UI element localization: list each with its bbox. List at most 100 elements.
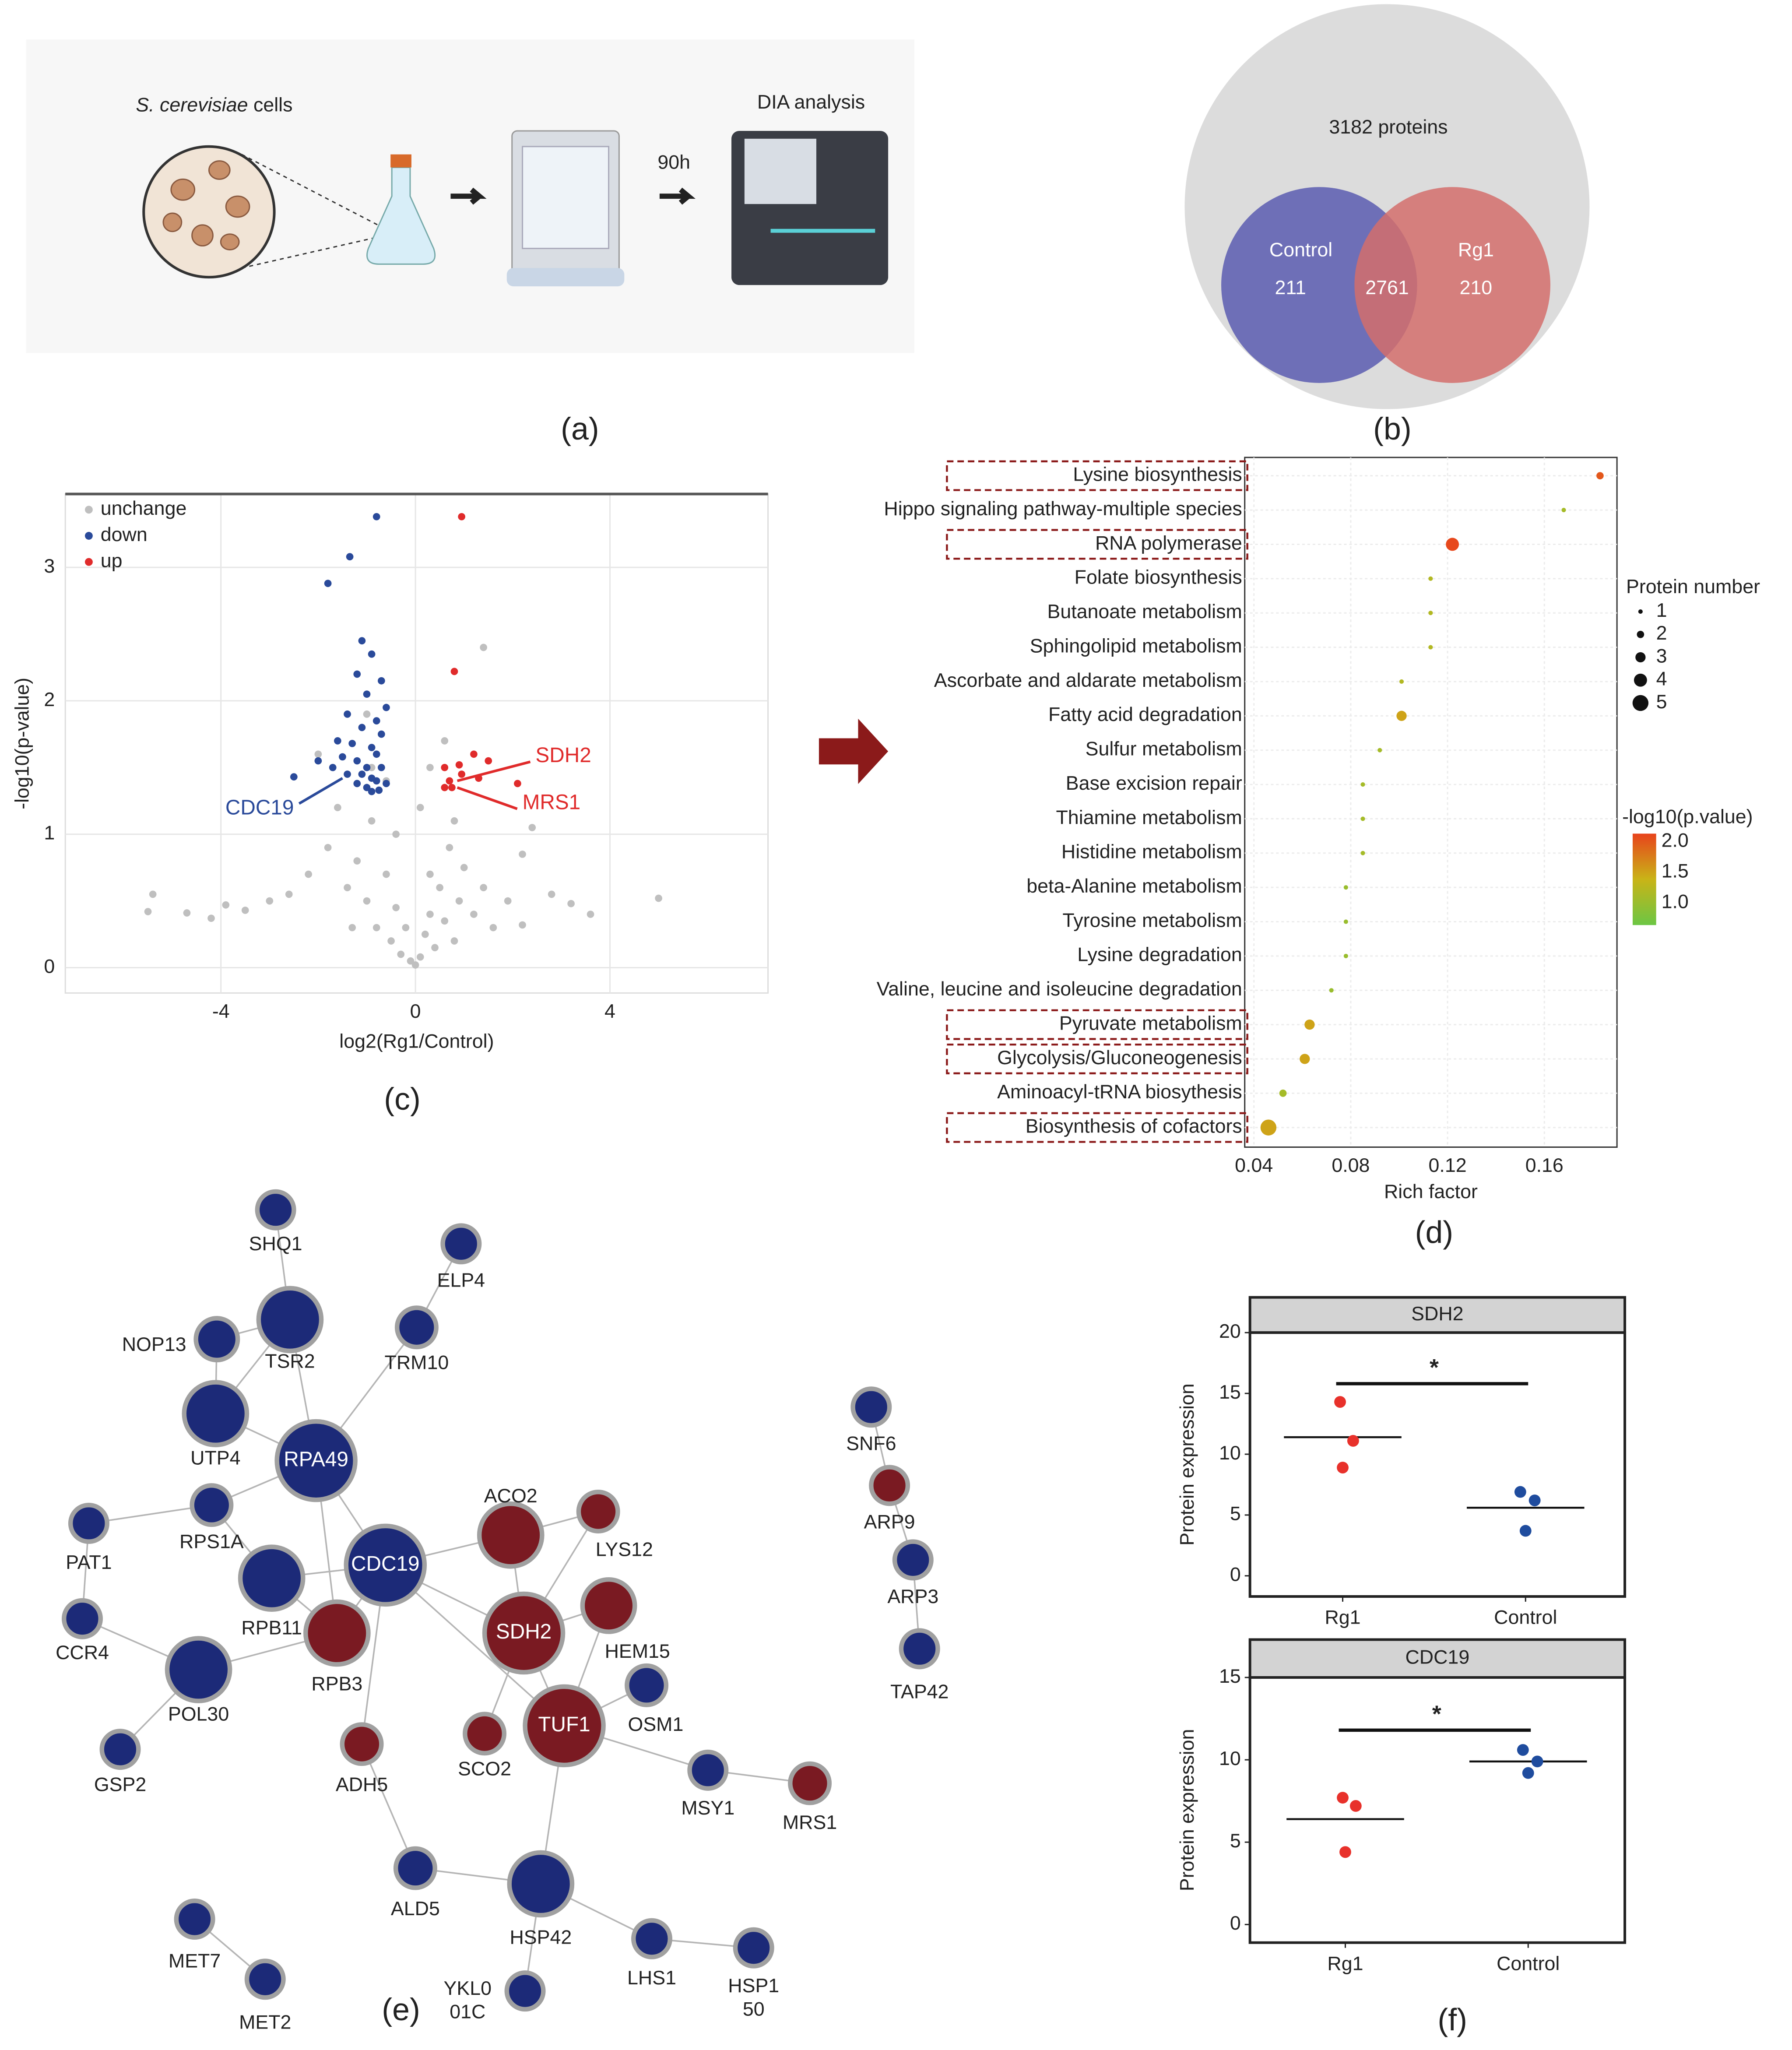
category-label: Butanoate metabolism bbox=[1047, 601, 1242, 622]
y-tick-label: 15 bbox=[1219, 1381, 1241, 1403]
network-label: ELP4 bbox=[437, 1269, 485, 1291]
point bbox=[353, 757, 361, 765]
bubble bbox=[1428, 576, 1433, 581]
network-node bbox=[182, 1380, 249, 1448]
network-label: SDH2 bbox=[496, 1620, 552, 1643]
y-tick-label: 5 bbox=[1230, 1503, 1241, 1525]
network-node bbox=[576, 1490, 620, 1534]
network-label: POL30 bbox=[168, 1703, 229, 1725]
x-tick-label: 0.12 bbox=[1429, 1154, 1467, 1176]
network-node bbox=[394, 1305, 439, 1350]
network-node bbox=[274, 1419, 358, 1502]
network-node bbox=[523, 1684, 606, 1768]
network-edge bbox=[361, 1744, 416, 1869]
instrument-screen bbox=[744, 138, 816, 204]
bubble bbox=[1304, 1019, 1315, 1030]
point bbox=[387, 937, 395, 945]
category-label: Folate biosynthesis bbox=[1075, 566, 1242, 588]
point bbox=[183, 909, 191, 917]
point bbox=[450, 937, 458, 945]
bubble bbox=[1329, 988, 1334, 993]
y-axis-label: Protein expression bbox=[1176, 1383, 1198, 1546]
point bbox=[458, 770, 466, 778]
color-bar bbox=[1632, 833, 1656, 925]
y-tick-label: 0 bbox=[44, 955, 55, 977]
network-node bbox=[788, 1761, 832, 1805]
bubble bbox=[1396, 710, 1407, 721]
annotation: MRS1 bbox=[523, 791, 581, 814]
network-node bbox=[440, 1223, 482, 1265]
x-tick-label: Control bbox=[1494, 1607, 1557, 1628]
point bbox=[397, 950, 405, 958]
shaker-base bbox=[506, 268, 625, 287]
panel-label: (b) bbox=[1373, 411, 1412, 447]
point bbox=[314, 757, 322, 765]
point bbox=[1519, 1525, 1532, 1537]
legend-marker bbox=[84, 506, 93, 514]
point bbox=[368, 817, 376, 825]
x-tick-label: Rg1 bbox=[1327, 1952, 1363, 1974]
point bbox=[470, 750, 478, 758]
organism: S. cerevisiae bbox=[136, 94, 248, 116]
point bbox=[383, 703, 390, 711]
point bbox=[339, 753, 346, 761]
point bbox=[441, 763, 449, 771]
plot-area bbox=[1244, 457, 1618, 1148]
network-label: OSM1 bbox=[628, 1713, 684, 1735]
point bbox=[1337, 1792, 1349, 1804]
bubble bbox=[1377, 748, 1382, 752]
point bbox=[1528, 1494, 1541, 1506]
category-label: Histidine metabolism bbox=[1061, 841, 1242, 863]
point bbox=[1531, 1755, 1543, 1768]
point bbox=[446, 777, 453, 785]
y-tick-label: 0 bbox=[1230, 1912, 1241, 1934]
y-tick-label: 15 bbox=[1219, 1665, 1241, 1687]
color-tick-label: 1.0 bbox=[1662, 891, 1689, 913]
y-tick-label: 2 bbox=[44, 689, 55, 710]
panel-label: (d) bbox=[1415, 1215, 1454, 1250]
point bbox=[344, 710, 351, 718]
point bbox=[324, 844, 332, 851]
network-label: TAP42 bbox=[890, 1681, 949, 1703]
venn-set bbox=[1354, 187, 1550, 383]
panel-label: (f) bbox=[1437, 2003, 1467, 2038]
point bbox=[207, 914, 215, 922]
network-label: CDC19 bbox=[351, 1552, 420, 1575]
network-label: RPB3 bbox=[311, 1673, 362, 1695]
network-node bbox=[869, 1465, 910, 1506]
incubator-window bbox=[522, 146, 610, 250]
point bbox=[1339, 1846, 1351, 1858]
network-node bbox=[303, 1599, 371, 1667]
point bbox=[383, 870, 390, 878]
legend-marker bbox=[84, 558, 93, 566]
network-label: NOP13 bbox=[122, 1333, 186, 1355]
point bbox=[372, 777, 380, 785]
point bbox=[346, 553, 354, 561]
x-tick-label: Control bbox=[1497, 1952, 1560, 1974]
point bbox=[358, 770, 366, 778]
point bbox=[519, 851, 526, 858]
size-legend-label: 3 bbox=[1656, 645, 1667, 667]
point bbox=[450, 668, 458, 675]
network-node bbox=[190, 1483, 234, 1527]
network-node bbox=[340, 1722, 384, 1766]
point bbox=[441, 737, 449, 745]
point bbox=[222, 901, 230, 909]
bubble bbox=[1428, 611, 1433, 615]
x-tick-label: 0.16 bbox=[1525, 1154, 1564, 1176]
network-node bbox=[68, 1502, 109, 1544]
strip-title: SDH2 bbox=[1411, 1303, 1463, 1325]
point bbox=[314, 750, 322, 758]
point bbox=[1522, 1767, 1534, 1779]
point bbox=[1334, 1396, 1346, 1408]
point bbox=[567, 900, 575, 907]
category-label: Fatty acid degradation bbox=[1048, 703, 1242, 725]
point bbox=[450, 817, 458, 825]
network-node bbox=[625, 1663, 669, 1707]
annotation-line bbox=[298, 777, 343, 805]
point bbox=[489, 924, 497, 932]
point bbox=[426, 911, 434, 918]
point bbox=[149, 890, 157, 898]
point bbox=[392, 830, 400, 838]
y-tick-label: 20 bbox=[1219, 1320, 1241, 1342]
